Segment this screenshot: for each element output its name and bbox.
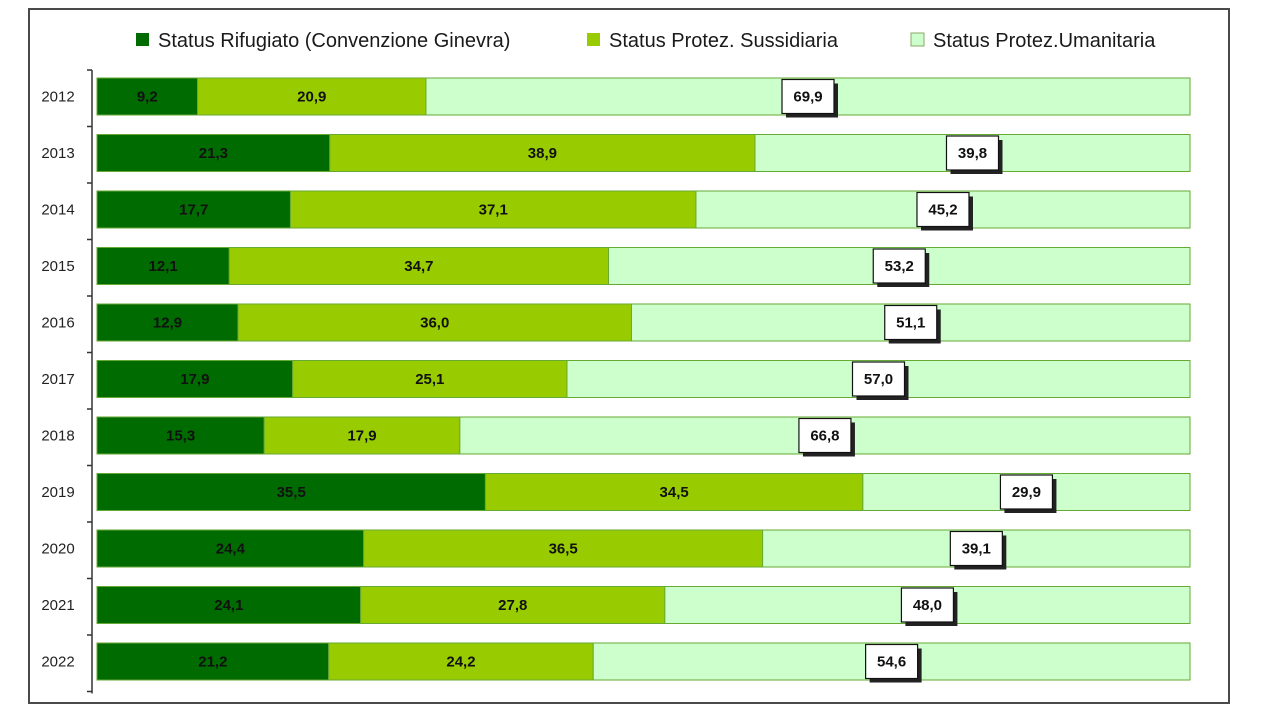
data-label: 36,5 [549,541,578,558]
data-label-box [781,78,835,115]
y-tick-label: 2020 [41,541,74,558]
data-label: 54,6 [877,654,906,671]
data-label: 24,4 [216,541,246,558]
y-tick-label: 2014 [41,202,74,219]
data-label: 45,2 [928,202,957,219]
bar-segment [96,77,199,116]
y-tick-label: 2015 [41,258,74,275]
legend-swatch-1 [136,33,149,46]
data-label: 37,1 [479,202,508,219]
data-label: 12,1 [149,258,178,275]
data-label-box [999,474,1054,510]
bar-segment [96,247,230,285]
bar-segment [96,303,239,342]
y-tick-label: 2013 [41,145,74,162]
data-label: 38,9 [528,145,557,162]
data-label: 9,2 [137,89,158,106]
y-tick-label: 2012 [41,89,74,106]
bar-segment [360,586,666,624]
data-label-box [916,191,970,228]
data-label: 15,3 [166,428,195,445]
legend-swatch-2 [587,33,600,46]
y-tick-label: 2017 [41,371,74,388]
data-label: 17,9 [347,428,376,445]
data-label: 35,5 [277,484,306,501]
data-label: 21,3 [199,145,228,162]
data-label: 39,8 [958,145,987,162]
data-label-box [798,417,852,454]
data-label: 69,9 [793,89,822,106]
legend-swatch-3 [910,32,925,47]
data-label: 21,2 [198,654,227,671]
bar-segment [363,529,764,568]
data-label: 34,5 [660,484,689,501]
data-label: 25,1 [415,371,444,388]
data-label-box [949,530,1003,567]
y-tick-label: 2022 [41,654,74,671]
data-label: 27,8 [498,597,527,614]
y-tick-label: 2018 [41,428,74,445]
bar-segment [228,247,610,285]
bar-segment [484,473,864,511]
data-label: 17,7 [179,202,208,219]
data-label: 29,9 [1012,484,1041,501]
data-label: 39,1 [962,541,991,558]
data-label-box [900,587,955,623]
bar-segment [96,529,365,568]
bar-segment [329,134,756,172]
data-label: 66,8 [810,428,839,445]
data-label-box [945,135,1000,171]
data-label: 17,9 [180,371,209,388]
data-label: 34,7 [404,258,433,275]
bar-segment [289,190,697,229]
data-label-box [884,304,938,341]
data-label-box [851,361,906,397]
legend-label-2: Status Protez. Sussidiaria [609,30,839,52]
bar-segment [96,586,362,624]
y-tick-label: 2021 [41,597,74,614]
data-label: 24,1 [214,597,243,614]
bar-segment [96,190,291,229]
data-label: 36,0 [420,315,449,332]
data-label: 57,0 [864,371,893,388]
bar-segment [197,77,427,116]
data-label-box [872,248,926,284]
y-tick-label: 2016 [41,315,74,332]
data-label: 51,1 [896,315,925,332]
data-label-box [865,643,919,680]
data-label: 48,0 [913,597,942,614]
data-label: 24,2 [446,654,475,671]
bar-segment [96,642,330,681]
data-label: 20,9 [297,89,326,106]
bar-segment [96,134,331,172]
data-label: 53,2 [885,258,914,275]
legend-label-3: Status Protez.Umanitaria [933,30,1156,52]
legend-label-1: Status Rifugiato (Convenzione Ginevra) [158,30,510,52]
y-tick-label: 2019 [41,484,74,501]
bar-segment [237,303,632,342]
bar-segment [96,416,265,455]
data-label: 12,9 [153,315,182,332]
